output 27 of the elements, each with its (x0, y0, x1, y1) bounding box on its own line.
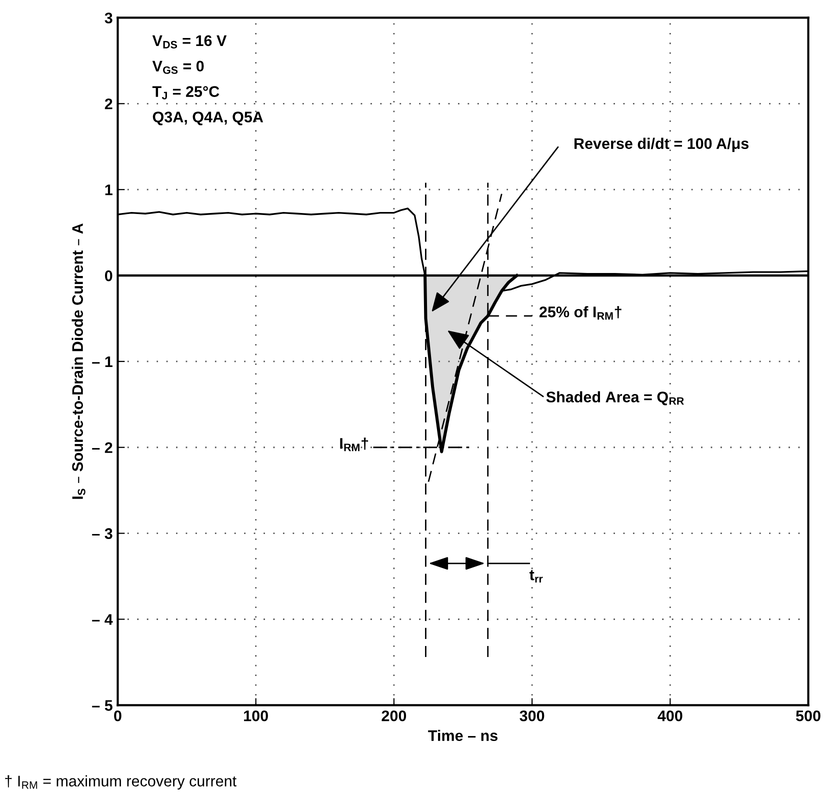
annotation: t$_{rr}$ (529, 570, 543, 583)
x-tick-label: 400 (658, 710, 682, 722)
annotation: Shaded Area = Q$_{RR}$ (546, 391, 684, 406)
y-tick-label: – 2 (92, 442, 112, 453)
y-tick-label: – 3 (92, 528, 112, 540)
annotation: Q3A, Q4A, Q5A (152, 112, 264, 126)
y-tick-label: 1 (105, 184, 112, 196)
x-tick-label: 100 (244, 710, 268, 722)
y-tick-label: – 4 (92, 614, 113, 625)
text: † I$_{RM}$ = maximum recovery current (5, 775, 236, 790)
annotation: V$_{GS}$ = 0 (152, 60, 204, 74)
y-tick-label: 2 (104, 98, 112, 110)
x-axis-title: Time – ns (428, 730, 498, 742)
y-tick-label: 3 (104, 12, 112, 24)
x-tick-label: 300 (520, 710, 544, 722)
y-axis-title: I$_{S}$ – Source-to-Drain Diode Current – A (72, 224, 86, 499)
ref-line-label: I$_{RM}$† (340, 438, 368, 452)
y-tick-label: 0 (104, 270, 112, 282)
annotation: Reverse di/dt = 100 A/μs (574, 138, 749, 152)
y-tick-label: – 5 (92, 700, 112, 711)
y-tick-label: – 1 (92, 356, 112, 367)
x-tick-label: 0 (114, 710, 122, 722)
annotation: V$_{DS}$ = 16 V (152, 35, 227, 48)
ref-line-label: 25% of I$_{RM}$† (539, 306, 622, 320)
x-tick-label: 500 (796, 710, 820, 722)
annotation: T$_{J}$ = 25°C (152, 86, 220, 100)
x-tick-label: 200 (382, 710, 406, 722)
